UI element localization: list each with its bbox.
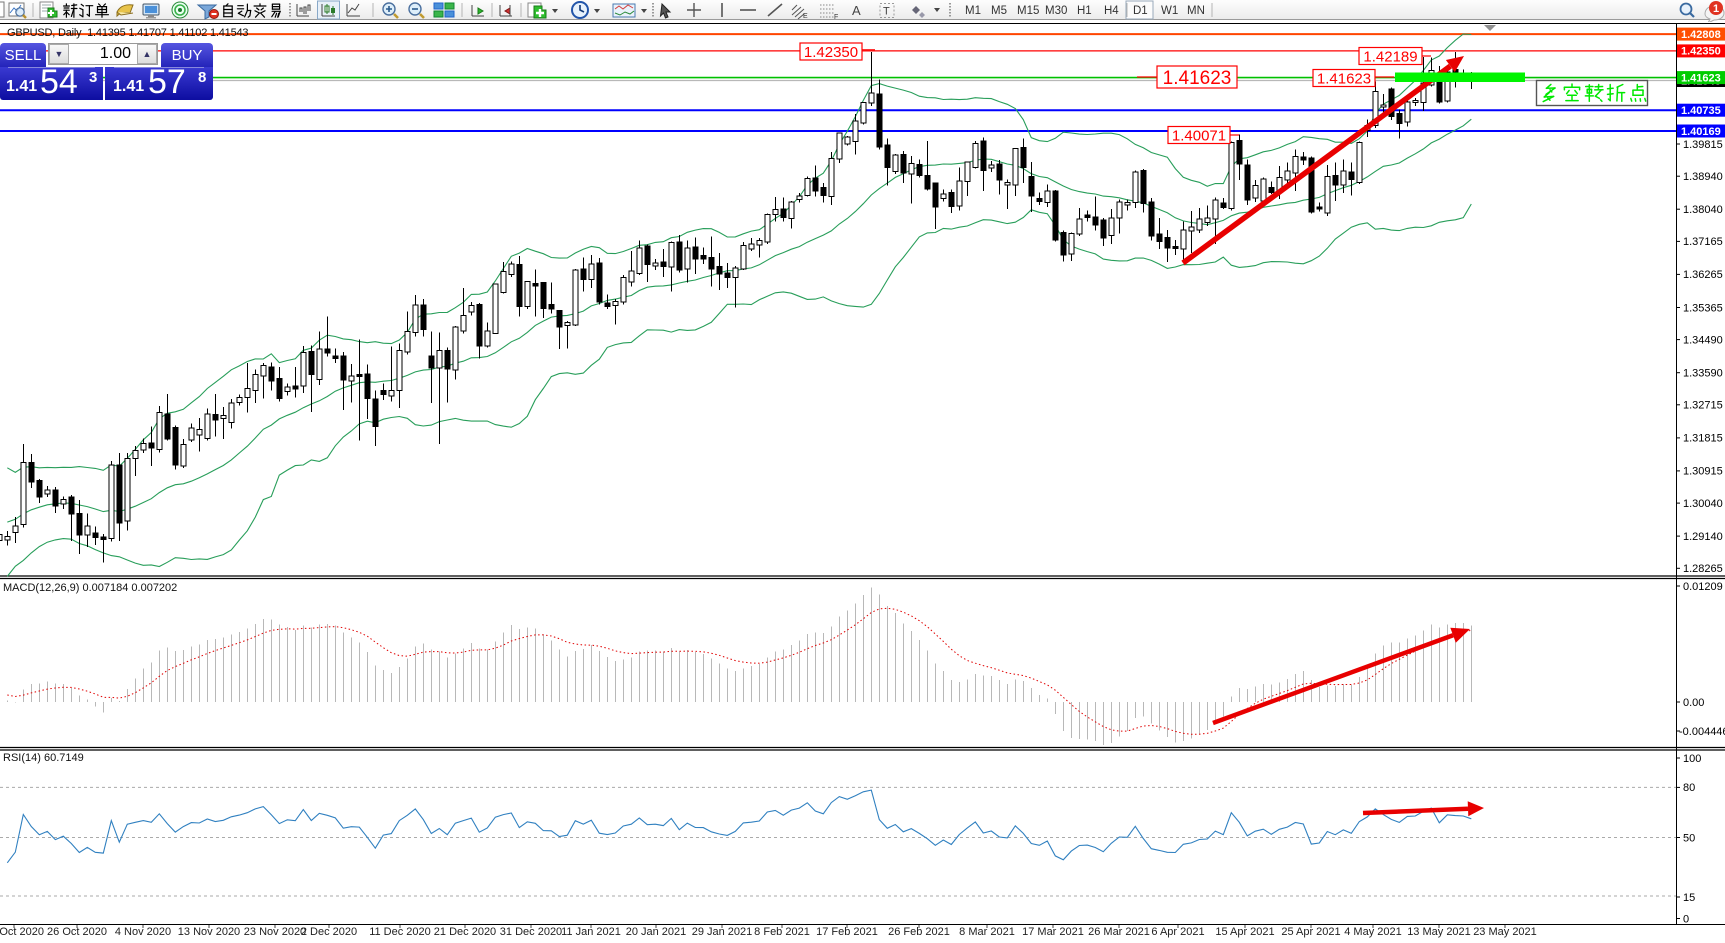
- svg-text:1.39815: 1.39815: [1683, 139, 1723, 151]
- svg-text:1.40071: 1.40071: [1172, 127, 1226, 144]
- svg-text:25 Apr 2021: 25 Apr 2021: [1281, 926, 1340, 938]
- svg-text:11 Dec 2020: 11 Dec 2020: [369, 926, 431, 938]
- svg-text:1.42189: 1.42189: [1363, 48, 1417, 65]
- svg-text:1.40169: 1.40169: [1681, 126, 1721, 138]
- svg-text:MACD(12,26,9) 0.007184 0.00720: MACD(12,26,9) 0.007184 0.007202: [3, 582, 177, 594]
- svg-text:17 Mar 2021: 17 Mar 2021: [1022, 926, 1084, 938]
- svg-text:23 May 2021: 23 May 2021: [1473, 926, 1537, 938]
- svg-text:13 May 2021: 13 May 2021: [1407, 926, 1471, 938]
- svg-text:26 Oct 2020: 26 Oct 2020: [47, 926, 107, 938]
- svg-text:17 Feb 2021: 17 Feb 2021: [816, 926, 878, 938]
- svg-text:16 Oct 2020: 16 Oct 2020: [0, 926, 44, 938]
- svg-text:13 Nov 2020: 13 Nov 2020: [178, 926, 240, 938]
- svg-text:1.31815: 1.31815: [1683, 433, 1723, 445]
- svg-text:100: 100: [1683, 753, 1701, 765]
- svg-text:RSI(14) 60.7149: RSI(14) 60.7149: [3, 752, 84, 764]
- svg-text:21 Dec 2020: 21 Dec 2020: [434, 926, 496, 938]
- svg-text:M30: M30: [1045, 5, 1067, 17]
- svg-text:1.38040: 1.38040: [1683, 204, 1723, 216]
- svg-text:1: 1: [1713, 3, 1719, 15]
- svg-text:1.38940: 1.38940: [1683, 171, 1723, 183]
- svg-text:1.32715: 1.32715: [1683, 400, 1723, 412]
- svg-text:W1: W1: [1161, 5, 1178, 17]
- svg-text:E: E: [803, 13, 808, 20]
- svg-text:M5: M5: [991, 5, 1007, 17]
- svg-text:H4: H4: [1104, 5, 1119, 17]
- svg-text:1.42350: 1.42350: [804, 44, 858, 61]
- svg-text:0.00: 0.00: [1683, 697, 1704, 709]
- svg-text:T: T: [883, 6, 890, 18]
- svg-text:MN: MN: [1187, 5, 1205, 17]
- svg-text:1.30040: 1.30040: [1683, 498, 1723, 510]
- svg-text:H1: H1: [1077, 5, 1092, 17]
- svg-text:26 Mar 2021: 26 Mar 2021: [1088, 926, 1150, 938]
- svg-text:31 Dec 2020: 31 Dec 2020: [500, 926, 562, 938]
- svg-text:8 Feb 2021: 8 Feb 2021: [754, 926, 810, 938]
- svg-text:1.42350: 1.42350: [1681, 46, 1721, 58]
- svg-text:8 Mar 2021: 8 Mar 2021: [959, 926, 1015, 938]
- svg-text:15: 15: [1683, 892, 1695, 904]
- svg-text:1.33590: 1.33590: [1683, 368, 1723, 380]
- svg-text:1.35365: 1.35365: [1683, 302, 1723, 314]
- svg-text:1.36265: 1.36265: [1683, 269, 1723, 281]
- svg-text:A: A: [852, 3, 861, 18]
- svg-text:F: F: [834, 14, 838, 21]
- svg-text:50: 50: [1683, 832, 1695, 844]
- svg-text:1.41623: 1.41623: [1317, 70, 1371, 87]
- svg-text:1.41623: 1.41623: [1163, 68, 1232, 89]
- svg-text:23 Nov 2020: 23 Nov 2020: [244, 926, 306, 938]
- svg-text:15 Apr 2021: 15 Apr 2021: [1215, 926, 1274, 938]
- svg-text:6 Apr 2021: 6 Apr 2021: [1151, 926, 1204, 938]
- svg-text:1.28265: 1.28265: [1683, 563, 1723, 575]
- svg-text:29 Jan 2021: 29 Jan 2021: [692, 926, 753, 938]
- svg-text:1.37165: 1.37165: [1683, 236, 1723, 248]
- svg-text:2 Dec 2020: 2 Dec 2020: [301, 926, 357, 938]
- svg-text:26 Feb 2021: 26 Feb 2021: [888, 926, 950, 938]
- svg-text:1.29140: 1.29140: [1683, 531, 1723, 543]
- svg-text:1.41623: 1.41623: [1681, 72, 1721, 84]
- svg-text:0.01209: 0.01209: [1683, 581, 1723, 593]
- svg-text:80: 80: [1683, 782, 1695, 794]
- svg-text:1.34490: 1.34490: [1683, 334, 1723, 346]
- svg-text:M1: M1: [965, 5, 981, 17]
- svg-text:1.30915: 1.30915: [1683, 466, 1723, 478]
- svg-text:-0.004446: -0.004446: [1679, 726, 1725, 738]
- svg-text:1.40735: 1.40735: [1681, 105, 1721, 117]
- svg-text:0: 0: [1683, 913, 1689, 925]
- svg-text:4 Nov 2020: 4 Nov 2020: [115, 926, 171, 938]
- svg-text:11 Jan 2021: 11 Jan 2021: [561, 926, 621, 938]
- svg-text:20 Jan 2021: 20 Jan 2021: [626, 926, 687, 938]
- svg-text:GBPUSD, Daily 1.41395 1.41707: GBPUSD, Daily 1.41395 1.41707 1.41102 1.…: [7, 27, 248, 39]
- svg-text:1.42808: 1.42808: [1681, 29, 1721, 41]
- svg-text:4 May 2021: 4 May 2021: [1344, 926, 1401, 938]
- svg-text:M15: M15: [1017, 5, 1039, 17]
- svg-text:D1: D1: [1133, 5, 1148, 17]
